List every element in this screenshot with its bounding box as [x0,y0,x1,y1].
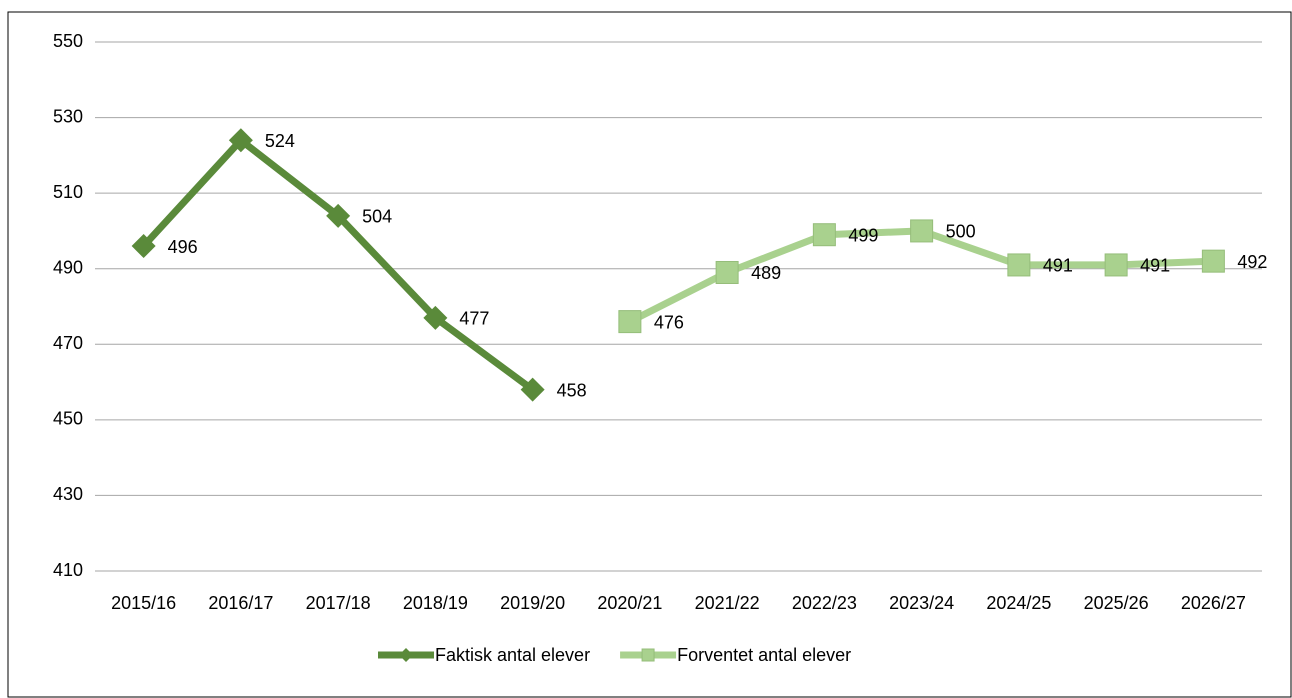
point-marker [423,305,448,330]
point-marker [715,260,739,284]
point-marker [228,128,253,153]
x-tick-label: 2023/24 [889,593,954,613]
data-label: 476 [654,312,684,332]
data-label: 496 [168,237,198,257]
data-label: 458 [557,380,587,400]
data-label: 524 [265,131,295,151]
data-label: 499 [848,225,878,245]
legend-label: Faktisk antal elever [435,645,590,665]
point-marker [812,223,836,247]
x-tick-label: 2015/16 [111,593,176,613]
y-tick-label: 470 [53,333,83,353]
y-tick-label: 490 [53,257,83,277]
point-marker [618,310,642,334]
x-tick-label: 2025/26 [1084,593,1149,613]
data-label: 491 [1043,256,1073,276]
y-tick-label: 430 [53,484,83,504]
y-tick-label: 530 [53,106,83,126]
point-marker [326,203,351,228]
x-tick-label: 2017/18 [306,593,371,613]
y-tick-label: 550 [53,31,83,51]
data-label: 491 [1140,256,1170,276]
x-tick-label: 2016/17 [208,593,273,613]
legend-marker [641,648,655,662]
x-tick-label: 2021/22 [695,593,760,613]
x-tick-label: 2024/25 [986,593,1051,613]
legend-label: Forventet antal elever [677,645,851,665]
data-label: 489 [751,263,781,283]
point-marker [520,377,545,402]
y-tick-label: 510 [53,182,83,202]
data-label: 492 [1237,252,1267,272]
y-tick-label: 410 [53,560,83,580]
chart-frame [7,11,1292,698]
point-marker [1104,253,1128,277]
data-label: 500 [946,222,976,242]
x-tick-label: 2020/21 [597,593,662,613]
data-label: 477 [459,309,489,329]
x-tick-label: 2019/20 [500,593,565,613]
data-label: 504 [362,207,392,227]
x-tick-label: 2018/19 [403,593,468,613]
x-tick-label: 2022/23 [792,593,857,613]
point-marker [131,234,156,259]
point-marker [1007,253,1031,277]
y-tick-label: 450 [53,409,83,429]
x-tick-label: 2026/27 [1181,593,1246,613]
point-marker [1201,249,1225,273]
legend-marker [399,648,413,662]
point-marker [910,219,934,243]
